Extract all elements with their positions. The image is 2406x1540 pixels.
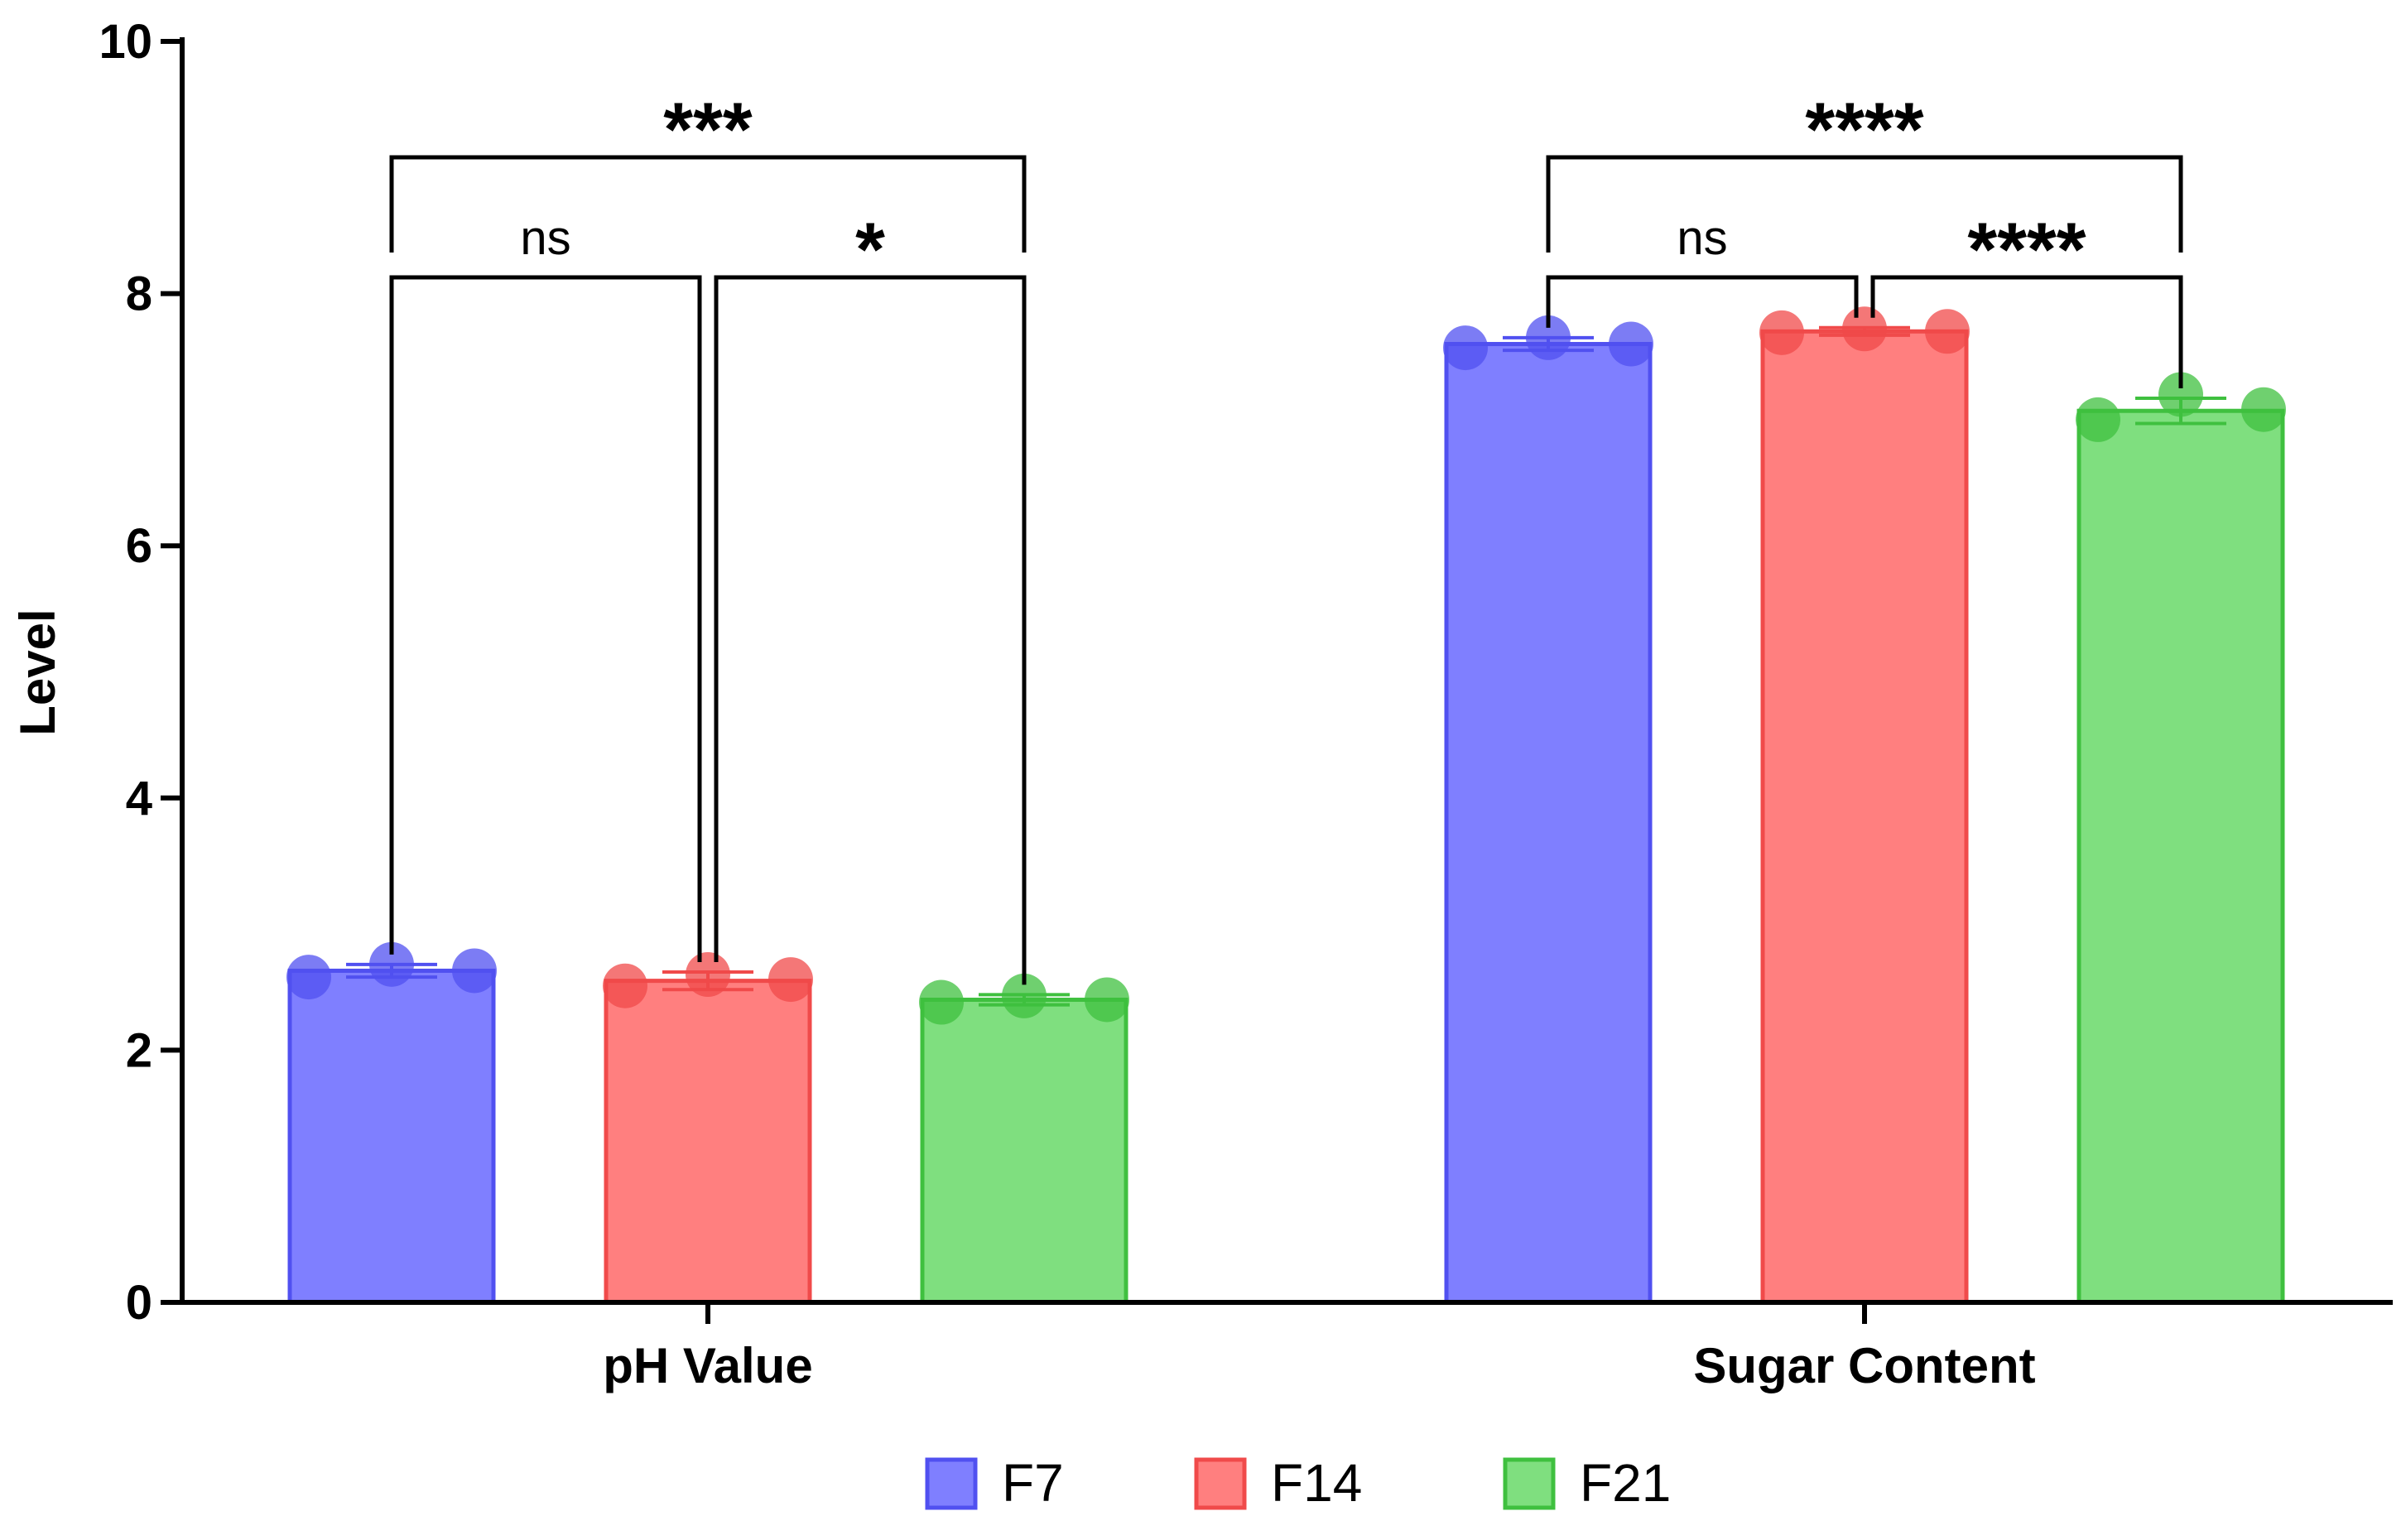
data-point (286, 955, 331, 999)
bar-f14-0 (606, 981, 810, 1302)
data-point (686, 952, 730, 997)
data-point (1609, 322, 1653, 367)
legend-swatch-f14 (1196, 1460, 1244, 1508)
data-point (2076, 397, 2120, 442)
bar-f7-1 (1446, 344, 1650, 1302)
significance-label: **** (1967, 208, 2086, 292)
data-point (1085, 977, 1129, 1022)
chart: 0 2 4 6 8 10 pH Value Sugar Content Level ns * *** n… (0, 0, 2406, 1536)
bar-f21-0 (922, 999, 1126, 1302)
data-point (768, 957, 813, 1002)
data-point (1842, 306, 1887, 351)
legend-label: F14 (1271, 1453, 1362, 1513)
legend-swatch-f21 (1505, 1460, 1553, 1508)
y-tick-label: 8 (126, 267, 152, 321)
x-category-label: pH Value (603, 1338, 812, 1393)
y-tick-label: 10 (99, 15, 152, 69)
significance-label: *** (663, 88, 753, 172)
significance-bracket (1548, 277, 1856, 328)
y-axis-title: Level (10, 609, 65, 735)
legend-label: F7 (1002, 1453, 1064, 1513)
significance-bracket (716, 277, 1024, 984)
legend-swatch-f7 (927, 1460, 975, 1508)
y-tick-label: 0 (126, 1276, 152, 1330)
significance-bracket (392, 277, 700, 962)
data-point (603, 964, 647, 1008)
data-point (1443, 325, 1488, 370)
y-tick-label: 4 (126, 772, 152, 825)
significance-label: ns (520, 211, 570, 265)
bar-f7-0 (290, 970, 493, 1302)
legend-label: F21 (1580, 1453, 1671, 1513)
data-point (1925, 309, 1970, 354)
x-category-label: Sugar Content (1693, 1338, 2035, 1393)
data-point (452, 948, 497, 993)
data-point (919, 980, 964, 1025)
bar-f21-1 (2079, 411, 2283, 1302)
bar-chart-svg: 0246810pH Value Sugar ContentLevelns ****n… (0, 0, 2406, 1536)
y-tick-label: 6 (126, 519, 152, 573)
significance-label: ns (1677, 211, 1727, 265)
y-tick-label: 2 (126, 1023, 152, 1077)
significance-label: **** (1805, 88, 1923, 172)
bar-f14-1 (1763, 331, 1966, 1302)
data-point (1759, 310, 1804, 355)
significance-label: * (855, 208, 885, 292)
data-point (2241, 387, 2286, 432)
